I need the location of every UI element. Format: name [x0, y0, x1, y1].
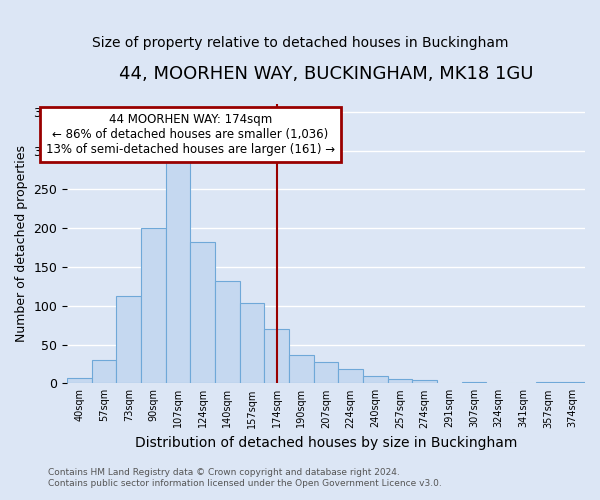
Bar [67, 378, 92, 384]
Bar [388, 380, 412, 384]
Bar [338, 368, 363, 384]
Text: 44 MOORHEN WAY: 174sqm
← 86% of detached houses are smaller (1,036)
13% of semi-: 44 MOORHEN WAY: 174sqm ← 86% of detached… [46, 114, 335, 156]
Bar [141, 228, 166, 384]
Text: Size of property relative to detached houses in Buckingham: Size of property relative to detached ho… [92, 36, 508, 50]
Bar [289, 356, 314, 384]
Bar [265, 329, 289, 384]
Bar [363, 376, 388, 384]
X-axis label: Distribution of detached houses by size in Buckingham: Distribution of detached houses by size … [135, 436, 517, 450]
Title: 44, MOORHEN WAY, BUCKINGHAM, MK18 1GU: 44, MOORHEN WAY, BUCKINGHAM, MK18 1GU [119, 65, 533, 83]
Y-axis label: Number of detached properties: Number of detached properties [15, 145, 28, 342]
Bar [412, 380, 437, 384]
Bar [166, 154, 190, 384]
Bar [536, 382, 560, 384]
Bar [314, 362, 338, 384]
Text: Contains HM Land Registry data © Crown copyright and database right 2024.
Contai: Contains HM Land Registry data © Crown c… [48, 468, 442, 487]
Bar [240, 302, 265, 384]
Bar [215, 281, 240, 384]
Bar [560, 382, 585, 384]
Bar [190, 242, 215, 384]
Bar [92, 360, 116, 384]
Bar [462, 382, 487, 384]
Bar [116, 296, 141, 384]
